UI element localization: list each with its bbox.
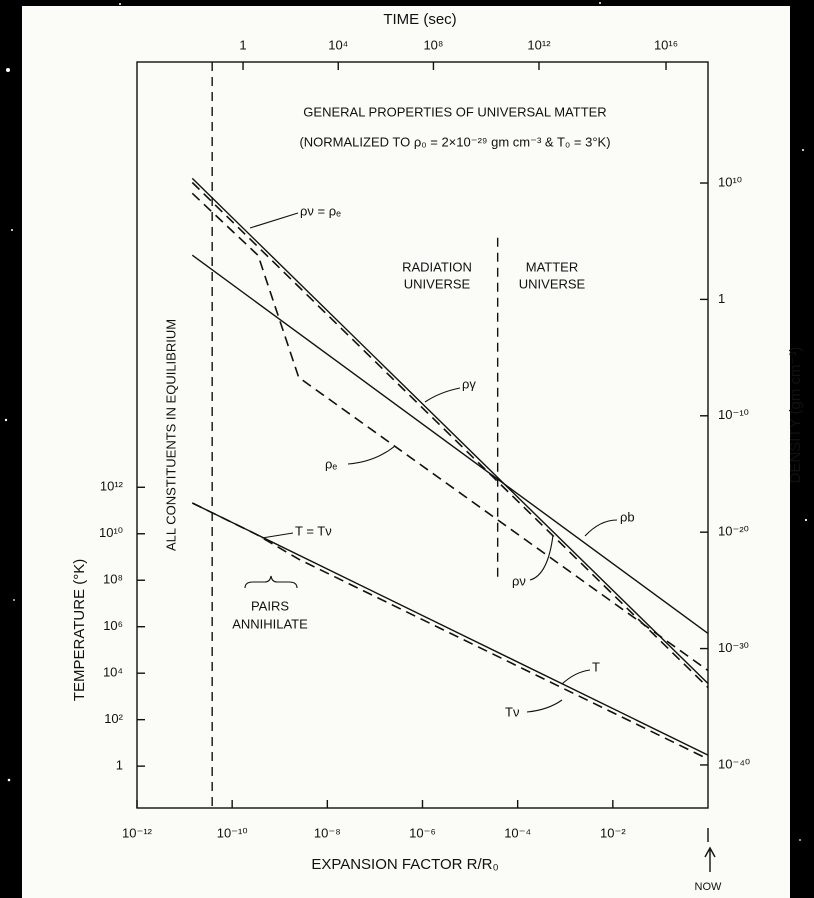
- y-tick-label: 10¹⁰: [99, 525, 123, 540]
- equilibrium-label: ALL CONSTITUENTS IN EQUILIBRIUM: [163, 319, 178, 551]
- leader-line: [424, 387, 461, 403]
- leader-line: [261, 532, 294, 539]
- star: [6, 68, 10, 72]
- brace: [244, 575, 298, 589]
- curve: [191, 502, 709, 760]
- y-tick-label: 10⁴: [103, 665, 123, 680]
- y2-tick-label: 10⁻³⁰: [718, 640, 749, 655]
- y2-tick-label: 10⁻²⁰: [718, 524, 749, 539]
- curve: [191, 181, 709, 689]
- x2-tick-label: 10⁴: [328, 37, 348, 52]
- star: [7, 778, 11, 782]
- top-axis-title: TIME (sec): [383, 11, 456, 28]
- region-label: UNIVERSE: [519, 276, 586, 291]
- leader-line: [561, 669, 591, 685]
- chart-subtitle: (NORMALIZED TO ρ₀ = 2×10⁻²⁹ gm cm⁻³ & T₀…: [299, 134, 610, 149]
- curve-label: T = Tν: [295, 523, 332, 538]
- star: [11, 229, 13, 231]
- leader-line: [584, 519, 618, 537]
- region-label: UNIVERSE: [404, 276, 471, 291]
- curve-label: T: [592, 659, 600, 674]
- curve-label: ργ: [462, 376, 476, 391]
- x-tick-label: NOW: [695, 881, 723, 893]
- curve: [191, 177, 709, 685]
- y-tick-label: 10²: [104, 711, 123, 726]
- curve: [191, 502, 709, 756]
- region-label: RADIATION: [402, 259, 472, 274]
- star: [119, 3, 121, 5]
- y2-tick-label: 1: [718, 291, 725, 306]
- y-tick-label: 10⁶: [103, 618, 123, 633]
- curve-label: ρₑ: [325, 456, 337, 471]
- x2-tick-label: 1: [239, 37, 246, 52]
- x2-tick-label: 10¹²: [527, 37, 551, 52]
- x-tick-label: 10⁻¹²: [122, 825, 153, 840]
- curve-label: ρν: [512, 573, 526, 588]
- x-tick-label: 10⁻¹⁰: [217, 825, 248, 840]
- x-tick-label: 10⁻⁸: [314, 825, 341, 840]
- stars: [4, 2, 808, 841]
- y-tick-label: 1: [116, 758, 123, 773]
- y2-axis-title: DENSITY (gm cm⁻³): [787, 347, 804, 484]
- x2-tick-label: 10⁸: [423, 37, 443, 52]
- y-axis-title: TEMPERATURE (°K): [71, 559, 88, 701]
- y-tick-label: 10⁸: [103, 572, 123, 587]
- star: [799, 839, 801, 841]
- pairs-label: ANNIHILATE: [232, 616, 308, 631]
- star: [4, 418, 8, 422]
- curve: [191, 254, 709, 634]
- y2-tick-label: 10¹⁰: [718, 174, 742, 189]
- leader-line: [526, 699, 563, 713]
- curve: [191, 192, 709, 672]
- y2-tick-label: 10⁻¹⁰: [718, 407, 749, 422]
- paper: [22, 6, 790, 898]
- leader-line: [529, 534, 554, 581]
- star: [802, 149, 804, 151]
- now-arrow: [704, 846, 716, 872]
- region-label: MATTER: [526, 259, 578, 274]
- star: [804, 518, 808, 522]
- x-tick-label: 10⁻⁶: [409, 825, 436, 840]
- x-tick-label: 10⁻⁴: [504, 825, 531, 840]
- y-tick-label: 10¹²: [100, 479, 124, 494]
- star: [599, 2, 601, 4]
- pairs-label: PAIRS: [251, 598, 289, 613]
- curve-label: Tν: [505, 704, 519, 719]
- x2-tick-label: 10¹⁶: [654, 37, 678, 52]
- curve-label: ρν = ρₑ: [300, 203, 341, 218]
- x-axis-title: EXPANSION FACTOR R/R₀: [311, 856, 498, 873]
- leader-line: [249, 212, 299, 229]
- leader-line: [347, 445, 396, 465]
- curve-label: ρb: [620, 509, 635, 524]
- chart-title: GENERAL PROPERTIES OF UNIVERSAL MATTER: [303, 104, 606, 119]
- star: [13, 599, 15, 601]
- y2-tick-label: 10⁻⁴⁰: [718, 756, 750, 771]
- x-tick-label: 10⁻²: [600, 825, 626, 840]
